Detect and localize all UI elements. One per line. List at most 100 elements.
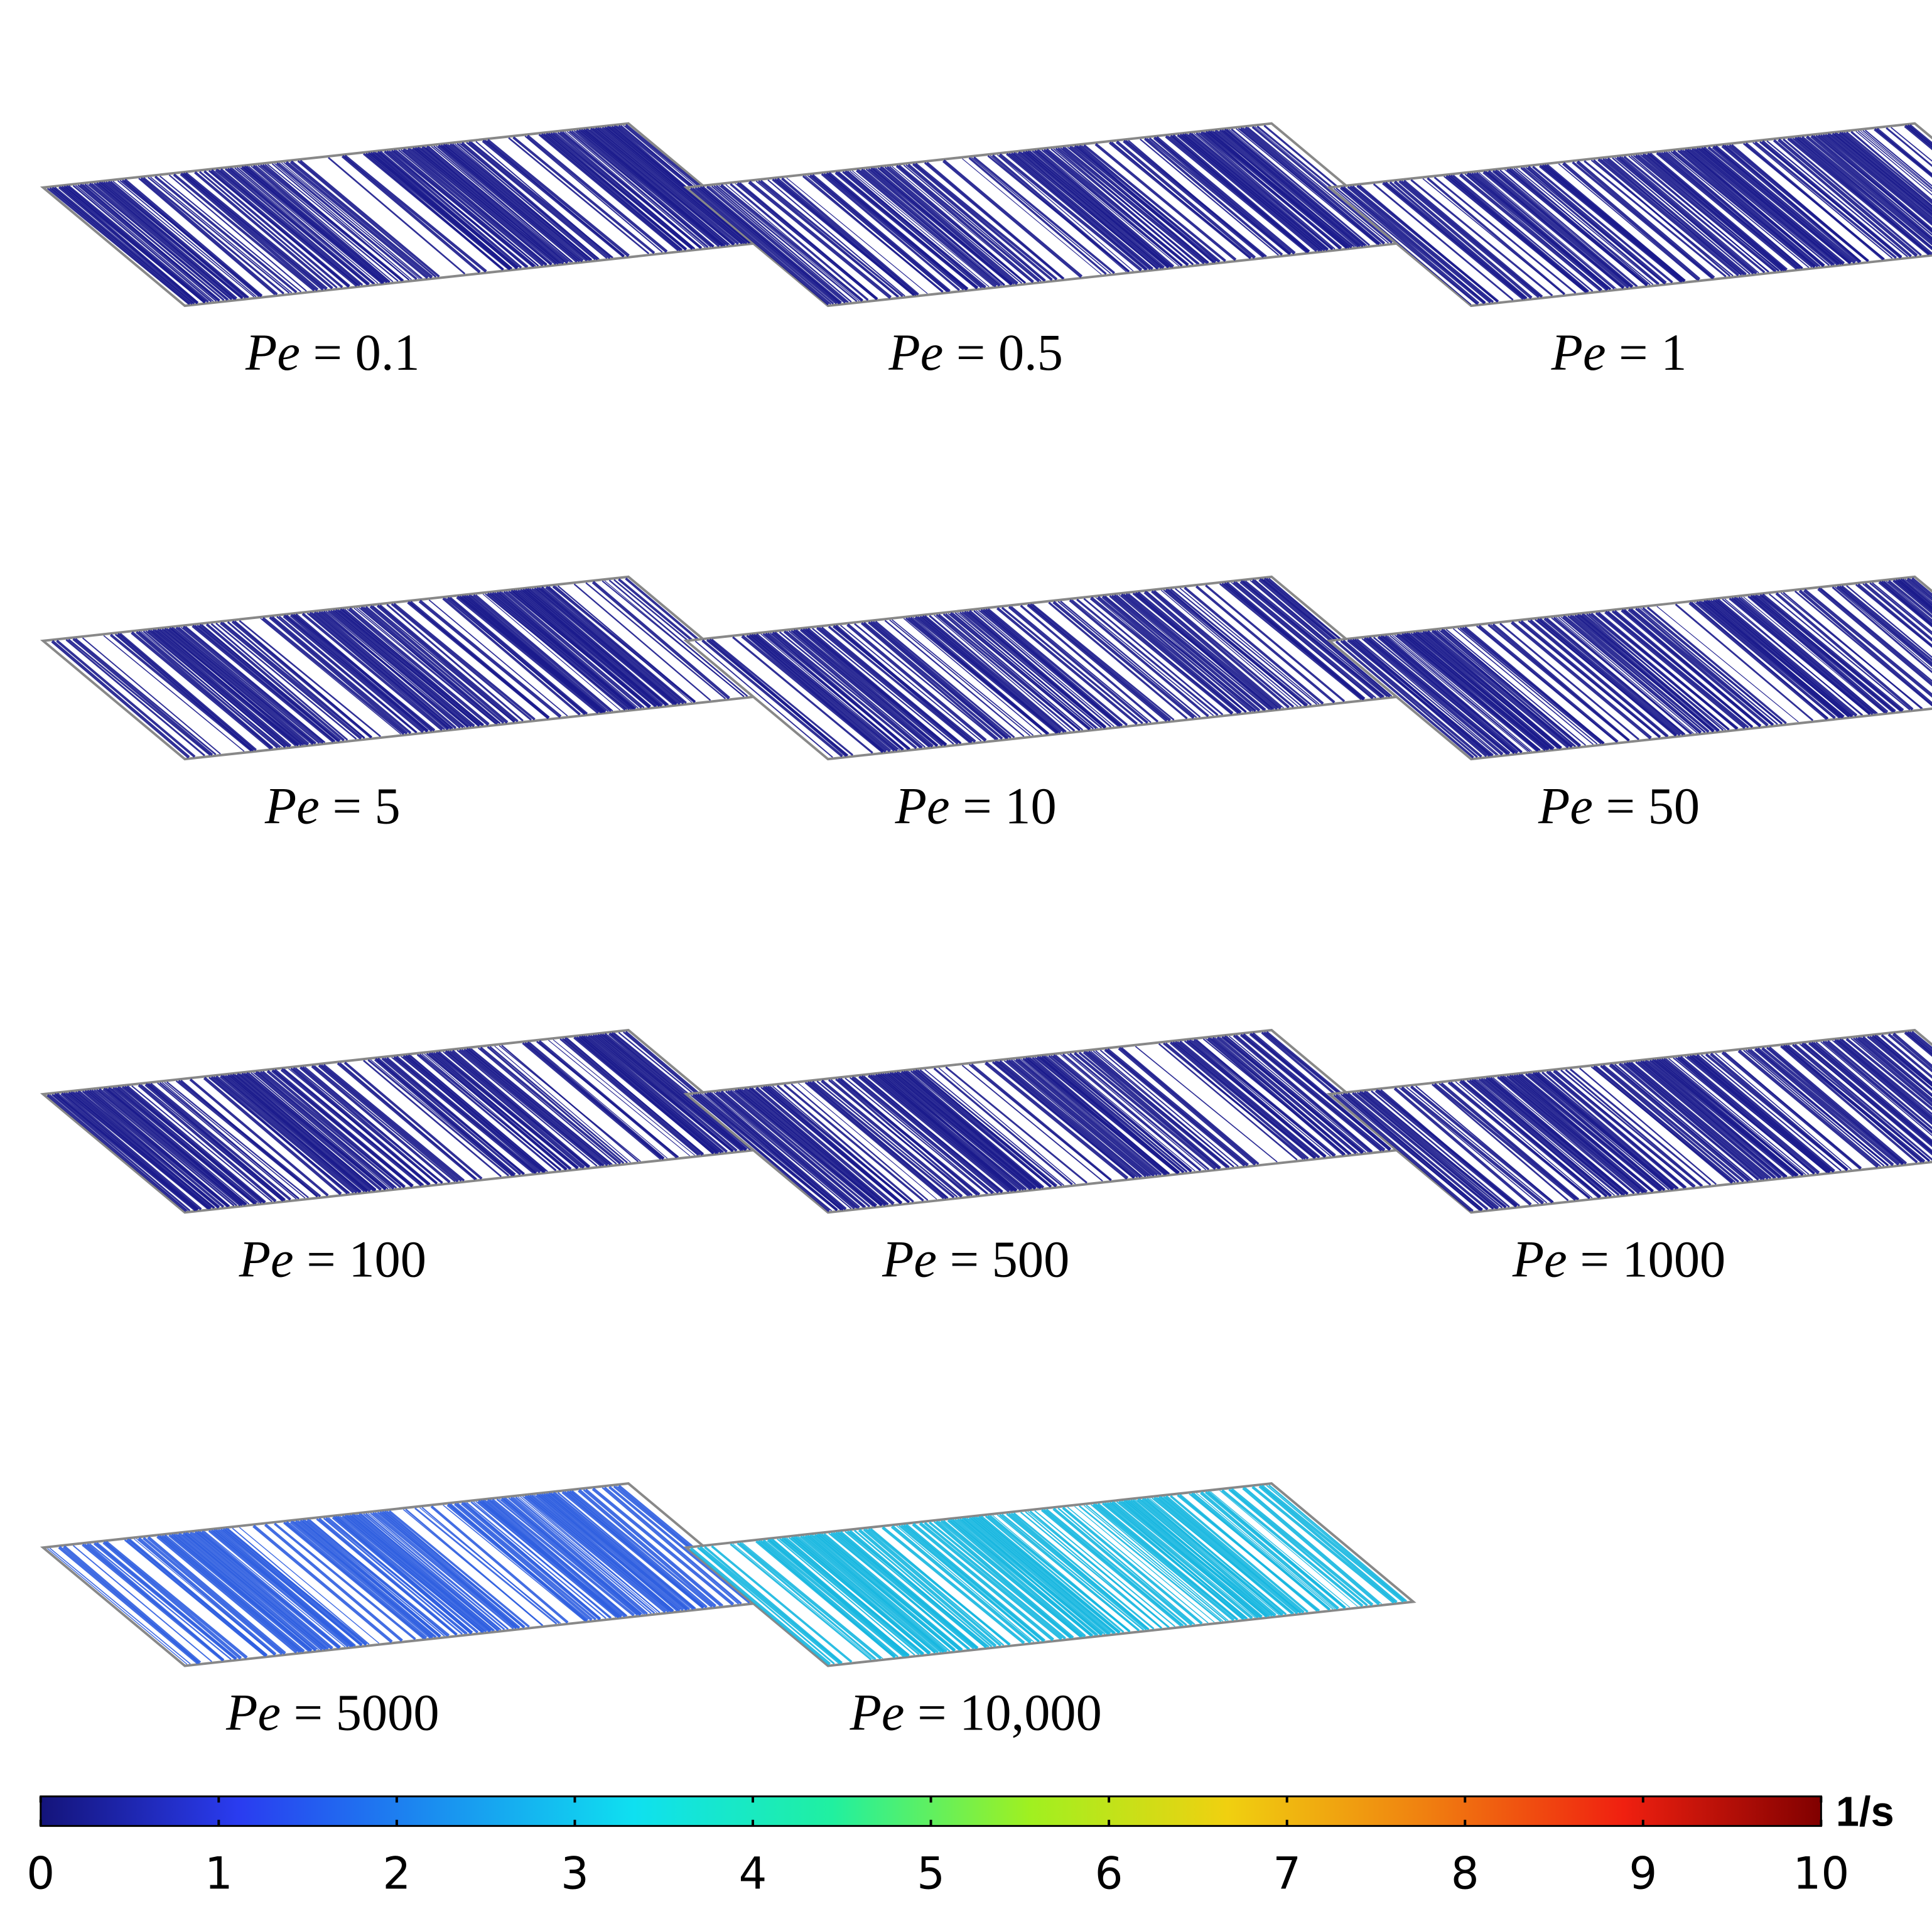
streamline [386, 1510, 524, 1628]
streamline [1663, 1058, 1804, 1176]
streamline [945, 613, 1083, 731]
streamline [1165, 1495, 1305, 1614]
streamline [239, 1527, 380, 1644]
streamline [1602, 1064, 1745, 1183]
colorbar-tick-label: 7 [1273, 1848, 1301, 1900]
streamline [806, 627, 947, 746]
streamline [436, 145, 573, 262]
streamline [491, 1498, 635, 1617]
streamline [65, 185, 207, 304]
streamline [70, 1091, 212, 1210]
streamline [1115, 140, 1256, 259]
streamline [976, 610, 1114, 727]
streamline [1052, 601, 1195, 719]
streamline [1820, 1041, 1932, 1136]
streamline [1212, 1036, 1351, 1155]
streamline [376, 604, 516, 723]
streamline [865, 1529, 1005, 1646]
streamline [1097, 1503, 1239, 1621]
streamline [540, 1493, 679, 1612]
streamline [767, 179, 905, 297]
streamline [451, 1050, 591, 1168]
streamline [1830, 133, 1932, 218]
streamline [1013, 1512, 1155, 1630]
streamline [563, 1037, 704, 1156]
streamline [1810, 134, 1932, 241]
streamline [306, 613, 445, 730]
streamline [799, 628, 939, 747]
streamline [1717, 598, 1858, 717]
streamline [194, 625, 336, 743]
streamline [805, 175, 942, 293]
streamline [278, 615, 418, 733]
streamline [1876, 1035, 1932, 1084]
streamline [102, 1087, 244, 1207]
streamline [1179, 588, 1320, 705]
streamline [708, 638, 848, 757]
streamline [184, 1532, 326, 1650]
streamline [1827, 1040, 1932, 1130]
streamline [124, 1085, 262, 1204]
streamline [388, 1510, 530, 1628]
streamline [1443, 629, 1581, 746]
streamline [1474, 172, 1611, 290]
streamline [557, 1492, 696, 1610]
streamline [882, 1526, 1025, 1645]
streamline [1231, 128, 1370, 246]
streamline [1668, 151, 1810, 268]
streamline [526, 134, 668, 253]
streamline [1245, 1487, 1382, 1605]
streamline [998, 153, 1143, 272]
streamline [959, 611, 1097, 729]
streamline [594, 127, 736, 245]
streamline [1029, 1510, 1170, 1628]
streamline [1701, 1054, 1842, 1171]
streamline [1095, 1050, 1234, 1168]
streamline [489, 1046, 628, 1164]
streamline [578, 1488, 717, 1608]
streamline [456, 595, 600, 714]
streamline [98, 1088, 242, 1207]
streamline [131, 631, 273, 750]
streamline [1440, 628, 1581, 748]
streamline [809, 1534, 947, 1653]
streamline [1869, 582, 1932, 635]
streamline [907, 163, 1046, 282]
streamline [1450, 1081, 1590, 1199]
streamline [1013, 1059, 1153, 1176]
streamline [1219, 583, 1362, 701]
streamline [1174, 1041, 1317, 1159]
streamline [251, 1072, 389, 1190]
streamline [905, 1070, 1045, 1189]
streamline [1689, 149, 1830, 266]
streamline [1339, 186, 1480, 305]
streamline [1221, 129, 1361, 247]
streamline [1614, 610, 1754, 728]
streamline [750, 1087, 889, 1206]
streamline [1567, 615, 1706, 733]
streamline [323, 610, 461, 729]
streamline [1123, 139, 1265, 258]
streamline [583, 1489, 721, 1607]
streamline [1737, 1049, 1879, 1168]
streamline [1644, 1060, 1786, 1178]
streamline [748, 180, 892, 299]
streamline [91, 1089, 230, 1207]
streamline [138, 1537, 277, 1656]
streamline [1630, 1062, 1772, 1180]
streamline [774, 632, 917, 750]
streamline [821, 1079, 963, 1198]
streamline [816, 1080, 958, 1198]
streamline [1724, 144, 1862, 263]
streamline [82, 1090, 220, 1208]
streamline [949, 612, 1091, 731]
streamline [355, 1514, 495, 1632]
streamline [499, 1498, 639, 1615]
label-value: = 50 [1606, 777, 1700, 834]
streamline [1136, 591, 1279, 710]
streamline [1236, 128, 1378, 245]
streamline [285, 161, 429, 279]
panel: Pe = 5 [40, 575, 774, 834]
streamline [292, 1067, 431, 1186]
streamline [879, 1073, 1018, 1192]
